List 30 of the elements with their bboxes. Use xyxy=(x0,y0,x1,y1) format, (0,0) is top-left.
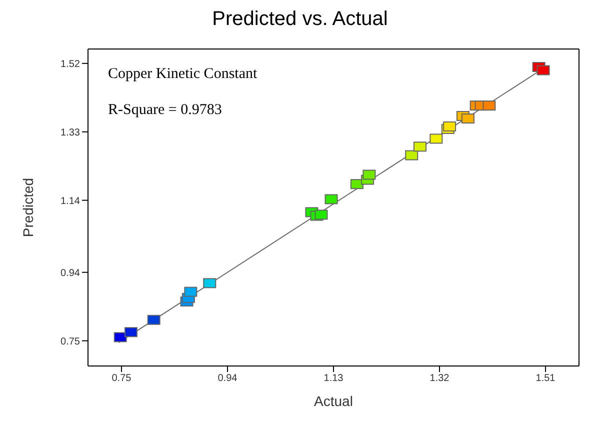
point xyxy=(405,150,418,160)
point xyxy=(203,278,216,288)
point xyxy=(147,314,160,325)
y-tick-label: 1.52 xyxy=(60,58,80,70)
x-tick-label: 1.32 xyxy=(430,373,450,384)
x-axis-title: Actual xyxy=(314,393,353,409)
x-tick-label: 1.13 xyxy=(324,373,344,384)
point xyxy=(430,134,443,144)
point xyxy=(124,327,138,338)
annotation: Copper Kinetic Constant xyxy=(108,66,258,83)
point xyxy=(482,100,496,111)
y-tick-label: 0.94 xyxy=(60,268,80,279)
y-tick-label: 0.75 xyxy=(60,336,80,348)
chart-title: Predicted vs. Actual xyxy=(211,8,389,31)
point xyxy=(413,142,426,152)
point xyxy=(443,121,456,132)
annotation: R-Square = 0.9783 xyxy=(108,102,222,119)
point xyxy=(314,210,328,220)
point xyxy=(461,114,474,124)
point xyxy=(362,170,376,180)
y-tick-label: 1.33 xyxy=(60,127,80,138)
y-tick-label: 1.14 xyxy=(60,196,80,207)
x-tick-label: 0.75 xyxy=(112,373,132,384)
x-tick-label: 0.94 xyxy=(218,373,238,384)
y-axis-title: Predicted xyxy=(20,178,36,238)
point xyxy=(114,332,127,342)
point xyxy=(536,65,550,76)
x-tick-label: 1.51 xyxy=(536,373,556,384)
point xyxy=(184,286,198,297)
point xyxy=(324,194,338,204)
